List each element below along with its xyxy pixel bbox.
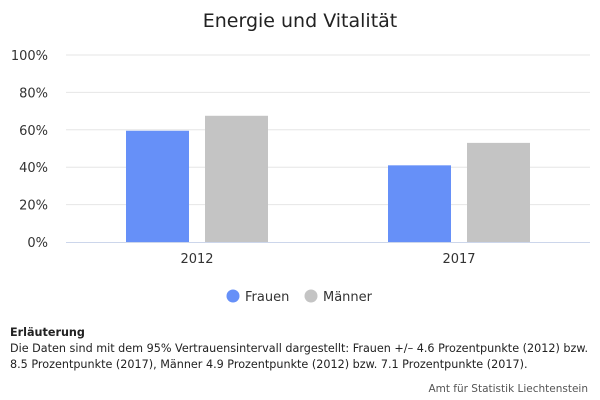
- bar-chart: Energie und Vitalität 0% 20% 40% 60% 80% 100%…: [11, 10, 590, 306]
- bar-männer-2012[interactable]: [205, 115, 268, 242]
- legend-swatch: [304, 289, 318, 303]
- y-tick-label: 100%: [11, 49, 48, 64]
- y-tick-label: 60%: [19, 124, 48, 139]
- bar-männer-2017[interactable]: [467, 142, 530, 242]
- y-tick-label: 20%: [19, 199, 48, 214]
- source-credit: Amt für Statistik Liechtenstein: [428, 383, 588, 395]
- x-category-label: 2012: [180, 252, 213, 267]
- explanation-text: Die Daten sind mit dem 95% Vertrauensint…: [10, 342, 589, 371]
- bars: [126, 115, 530, 242]
- legend[interactable]: Frauen Männer: [226, 289, 373, 306]
- y-axis-ticks: 0% 20% 40% 60% 80% 100%: [11, 49, 48, 251]
- legend-item-männer[interactable]: Männer: [304, 289, 373, 306]
- legend-item-frauen[interactable]: Frauen: [226, 289, 290, 306]
- explanation-title: Erläuterung: [10, 326, 85, 339]
- legend-swatch: [226, 289, 240, 303]
- y-tick-label: 0%: [27, 236, 48, 251]
- bar-frauen-2012[interactable]: [126, 130, 189, 242]
- bar-frauen-2017[interactable]: [388, 165, 451, 242]
- chart-title: Energie und Vitalität: [203, 10, 398, 32]
- explanation-note: Erläuterung Die Daten sind mit dem 95% V…: [10, 325, 595, 373]
- x-axis-categories: 2012 2017: [180, 252, 475, 267]
- y-tick-label: 80%: [19, 86, 48, 101]
- y-tick-label: 40%: [19, 161, 48, 176]
- x-category-label: 2017: [442, 252, 475, 267]
- legend-label: Frauen: [245, 290, 289, 305]
- legend-label: Männer: [323, 290, 373, 305]
